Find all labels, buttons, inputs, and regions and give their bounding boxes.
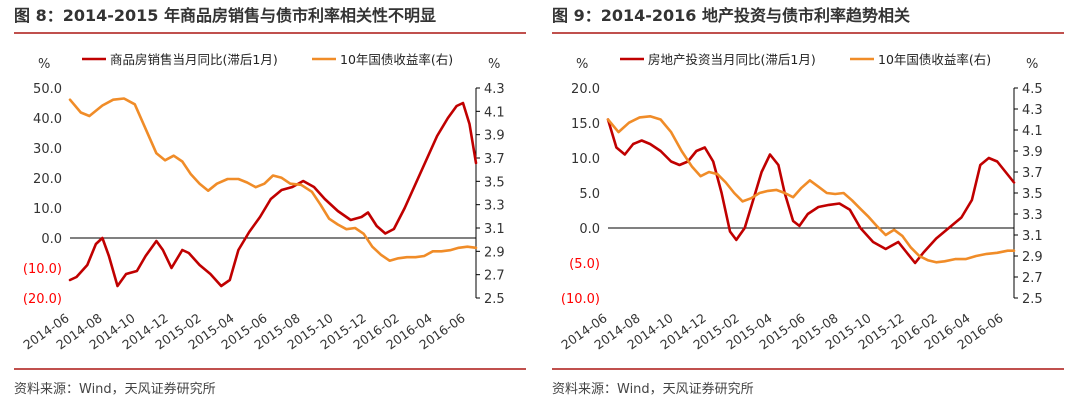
right-axis-tick-label: 3.3 [1022, 208, 1043, 223]
left-axis-tick-label: 20.0 [571, 82, 600, 97]
source-rule [552, 368, 1064, 370]
right-axis-tick-label: 3.3 [484, 199, 505, 214]
right-axis-tick-label: 2.5 [1022, 292, 1043, 307]
left-axis-unit: % [576, 57, 588, 72]
series-line-yield [606, 115, 1016, 264]
source-note: 资料来源：Wind，天风证券研究所 [14, 382, 216, 397]
right-axis-tick-label: 3.5 [1022, 187, 1043, 202]
series-line-left-axis [606, 118, 1016, 265]
legend-label: 10年国债收益率(右) [878, 52, 991, 67]
left-axis-tick-label: 0.0 [41, 232, 62, 247]
figure-8-panel: 图 8：2014-2015 年商品房销售与债市利率相关性不明显 %% 商品房销售当… [14, 0, 538, 407]
left-axis-tick-label: 30.0 [33, 142, 62, 157]
right-axis-tick-label: 3.7 [484, 152, 505, 167]
series-line-left-axis [68, 101, 478, 288]
legend: 房地产投资当月同比(滞后1月) 10年国债收益率(右) [620, 52, 991, 67]
figure-title: 图 9：2014-2016 地产投资与债市利率趋势相关 [552, 6, 910, 25]
right-axis-tick-label: 2.7 [1022, 271, 1043, 286]
right-axis-unit: % [1026, 57, 1038, 72]
right-axis-tick-label: 2.5 [484, 292, 505, 307]
title-rule [552, 32, 1064, 34]
right-axis-tick-label: 3.9 [1022, 145, 1043, 160]
left-axis-unit: % [38, 57, 50, 72]
left-axis-tick-label: 40.0 [33, 112, 62, 127]
source-note: 资料来源：Wind，天风证券研究所 [552, 382, 754, 397]
right-axis-tick-label: 2.7 [484, 269, 505, 284]
left-axis-tick-label: 10.0 [571, 152, 600, 167]
left-axis-tick-label: 5.0 [579, 187, 600, 202]
left-axis-tick-label: (10.0) [23, 262, 62, 277]
left-axis-tick-label: (20.0) [23, 292, 62, 307]
legend-label: 房地产投资当月同比(滞后1月) [648, 52, 816, 67]
sales-vs-yield-chart: % % 商品房销售当月同比(滞后1月) 10年国债收益率(右) (20.0) (10.0)… [20, 52, 505, 352]
series-line-yield [68, 97, 478, 262]
right-axis-tick-label: 4.1 [484, 105, 505, 120]
legend-label: 10年国债收益率(右) [340, 52, 453, 67]
right-axis-tick-label: 4.5 [1022, 82, 1043, 97]
legend-label: 商品房销售当月同比(滞后1月) [110, 52, 278, 67]
left-axis-tick-label: 10.0 [33, 202, 62, 217]
right-axis-tick-label: 2.9 [484, 245, 505, 260]
left-axis-tick-label: 0.0 [579, 222, 600, 237]
right-axis-tick-label: 2.9 [1022, 250, 1043, 265]
right-axis-tick-label: 4.3 [1022, 103, 1043, 118]
title-rule [14, 32, 526, 34]
legend: 商品房销售当月同比(滞后1月) 10年国债收益率(右) [82, 52, 453, 67]
source-rule [14, 368, 526, 370]
investment-vs-yield-chart: % % 房地产投资当月同比(滞后1月) 10年国债收益率(右) (10.0) (5.0) 0… [558, 52, 1043, 352]
right-axis-tick-label: 3.1 [484, 222, 505, 237]
figure-9-panel: 图 9：2014-2016 地产投资与债市利率趋势相关 %% 房地产投资当月同比(… [552, 0, 1076, 407]
left-axis-tick-label: 50.0 [33, 82, 62, 97]
figure-title: 图 8：2014-2015 年商品房销售与债市利率相关性不明显 [14, 6, 436, 25]
right-axis-tick-label: 4.1 [1022, 124, 1043, 139]
left-axis-tick-label: 15.0 [571, 117, 600, 132]
right-axis-tick-label: 3.1 [1022, 229, 1043, 244]
right-axis-tick-label: 3.5 [484, 175, 505, 190]
right-axis-tick-label: 4.3 [484, 82, 505, 97]
left-axis-tick-label: (5.0) [569, 257, 600, 272]
left-axis-tick-label: 20.0 [33, 172, 62, 187]
left-axis-tick-label: (10.0) [561, 292, 600, 307]
right-axis-tick-label: 3.7 [1022, 166, 1043, 181]
right-axis-tick-label: 3.9 [484, 129, 505, 144]
right-axis-unit: % [488, 57, 500, 72]
